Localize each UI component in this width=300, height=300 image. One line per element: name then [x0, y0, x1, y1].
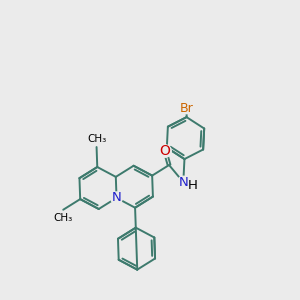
Circle shape [177, 176, 189, 188]
Text: N: N [112, 191, 122, 204]
Text: CH₃: CH₃ [87, 134, 106, 144]
Text: O: O [160, 144, 170, 158]
Text: N: N [178, 176, 188, 189]
Text: H: H [188, 178, 197, 192]
Text: Br: Br [180, 102, 194, 115]
Circle shape [111, 192, 122, 204]
Circle shape [159, 145, 171, 157]
Circle shape [182, 103, 193, 114]
Text: CH₃: CH₃ [54, 213, 73, 223]
